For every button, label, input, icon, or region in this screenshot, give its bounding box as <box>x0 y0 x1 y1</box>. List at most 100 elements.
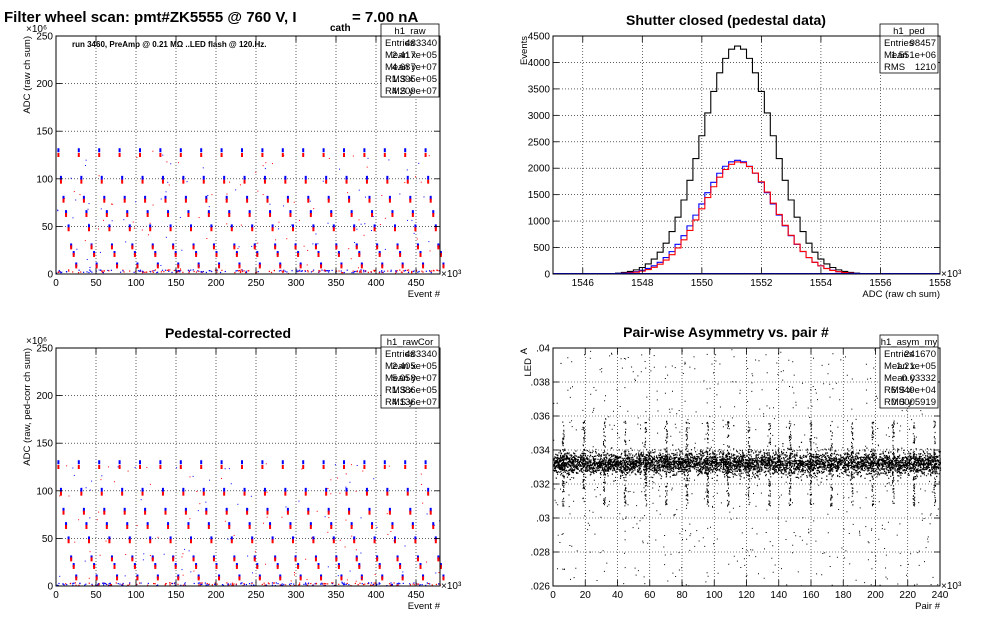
data-point-cluster <box>184 507 187 512</box>
data-point <box>390 584 392 586</box>
data-point <box>396 584 398 586</box>
stats-row-value: 1.395e+05 <box>392 74 437 85</box>
data-point-cluster <box>103 507 106 512</box>
stats-row-key: Mean y <box>884 373 915 384</box>
data-point <box>57 210 59 212</box>
data-point <box>293 572 295 574</box>
data-point-cluster <box>230 224 233 229</box>
stats-row-value: 1.551e+06 <box>891 50 936 61</box>
data-point-cluster <box>228 524 231 529</box>
data-point-cluster <box>116 264 119 269</box>
data-point <box>174 582 176 584</box>
data-point <box>359 270 361 272</box>
data-point-cluster <box>90 245 93 250</box>
data-point <box>174 584 176 586</box>
data-point-cluster <box>108 539 111 544</box>
data-point <box>388 583 391 585</box>
data-point-cluster <box>307 195 310 200</box>
y-tick-label: 50 <box>42 222 54 233</box>
data-point <box>266 491 268 493</box>
data-point <box>147 234 149 236</box>
data-point <box>85 164 87 166</box>
data-point-cluster <box>57 153 60 157</box>
data-point-cluster <box>164 510 167 515</box>
data-point <box>428 155 430 157</box>
data-point <box>247 555 249 557</box>
data-point <box>171 271 173 274</box>
data-point-cluster <box>210 227 213 232</box>
data-point <box>327 531 329 533</box>
data-point-cluster <box>327 507 330 512</box>
data-point <box>141 229 143 231</box>
data-point <box>208 583 210 585</box>
data-point <box>342 583 344 585</box>
data-point-cluster <box>228 210 231 215</box>
data-point <box>147 584 149 586</box>
data-point <box>429 270 431 272</box>
stats-box-frame <box>879 23 939 74</box>
x-axis-title: ADC (raw ch sum) <box>862 289 940 300</box>
data-point-cluster <box>187 522 190 527</box>
data-point-cluster <box>325 175 328 180</box>
data-point <box>368 582 370 585</box>
data-point-cluster <box>205 507 208 512</box>
data-point <box>301 270 303 272</box>
data-point <box>224 270 226 273</box>
x-tick-label: 80 <box>676 590 688 601</box>
data-point-cluster <box>195 252 198 257</box>
data-point-cluster <box>312 539 315 544</box>
data-point-cluster <box>174 564 177 569</box>
data-point-cluster <box>406 487 409 492</box>
data-point <box>296 269 298 271</box>
data-point <box>293 536 295 538</box>
data-point <box>255 171 257 173</box>
data-point <box>360 269 362 271</box>
data-point <box>235 189 237 191</box>
data-point-cluster <box>371 210 374 215</box>
data-point <box>170 163 172 165</box>
data-point-cluster <box>190 536 192 541</box>
x-tick-label: 450 <box>408 278 425 289</box>
data-point <box>345 473 347 475</box>
data-point-cluster <box>299 264 302 269</box>
data-point <box>200 583 202 586</box>
data-point-cluster <box>381 576 384 581</box>
data-point <box>193 582 195 585</box>
data-point-cluster <box>434 539 437 544</box>
data-point-cluster <box>93 252 96 257</box>
data-point-cluster <box>65 524 68 529</box>
data-point <box>247 508 249 510</box>
data-point-cluster <box>345 491 348 496</box>
data-point-cluster <box>133 564 136 569</box>
data-point <box>206 237 208 239</box>
data-point <box>136 583 138 585</box>
data-point <box>364 196 366 198</box>
data-point-cluster <box>126 522 129 527</box>
data-point-cluster <box>131 245 134 250</box>
data-point-cluster <box>422 576 425 581</box>
data-point <box>298 270 300 272</box>
data-point-cluster <box>110 557 113 562</box>
data-point <box>406 169 408 171</box>
data-point <box>104 582 107 585</box>
data-point <box>216 269 218 271</box>
data-point <box>283 583 285 586</box>
data-point-cluster <box>330 522 333 527</box>
y-axis-title: A <box>519 347 530 354</box>
data-point <box>147 582 149 585</box>
data-point <box>361 583 363 585</box>
data-point <box>238 269 241 272</box>
data-point-cluster <box>159 465 162 469</box>
data-point <box>278 228 280 230</box>
data-point <box>296 270 298 273</box>
data-point <box>353 272 355 274</box>
data-point <box>325 270 327 272</box>
data-point <box>373 270 376 272</box>
data-point-cluster <box>241 148 243 153</box>
data-point <box>142 559 144 561</box>
stats-row-value: 5.058e+07 <box>392 373 437 384</box>
data-point <box>393 540 395 542</box>
data-point <box>72 582 74 584</box>
data-point <box>430 272 432 274</box>
data-point-cluster <box>399 252 402 257</box>
